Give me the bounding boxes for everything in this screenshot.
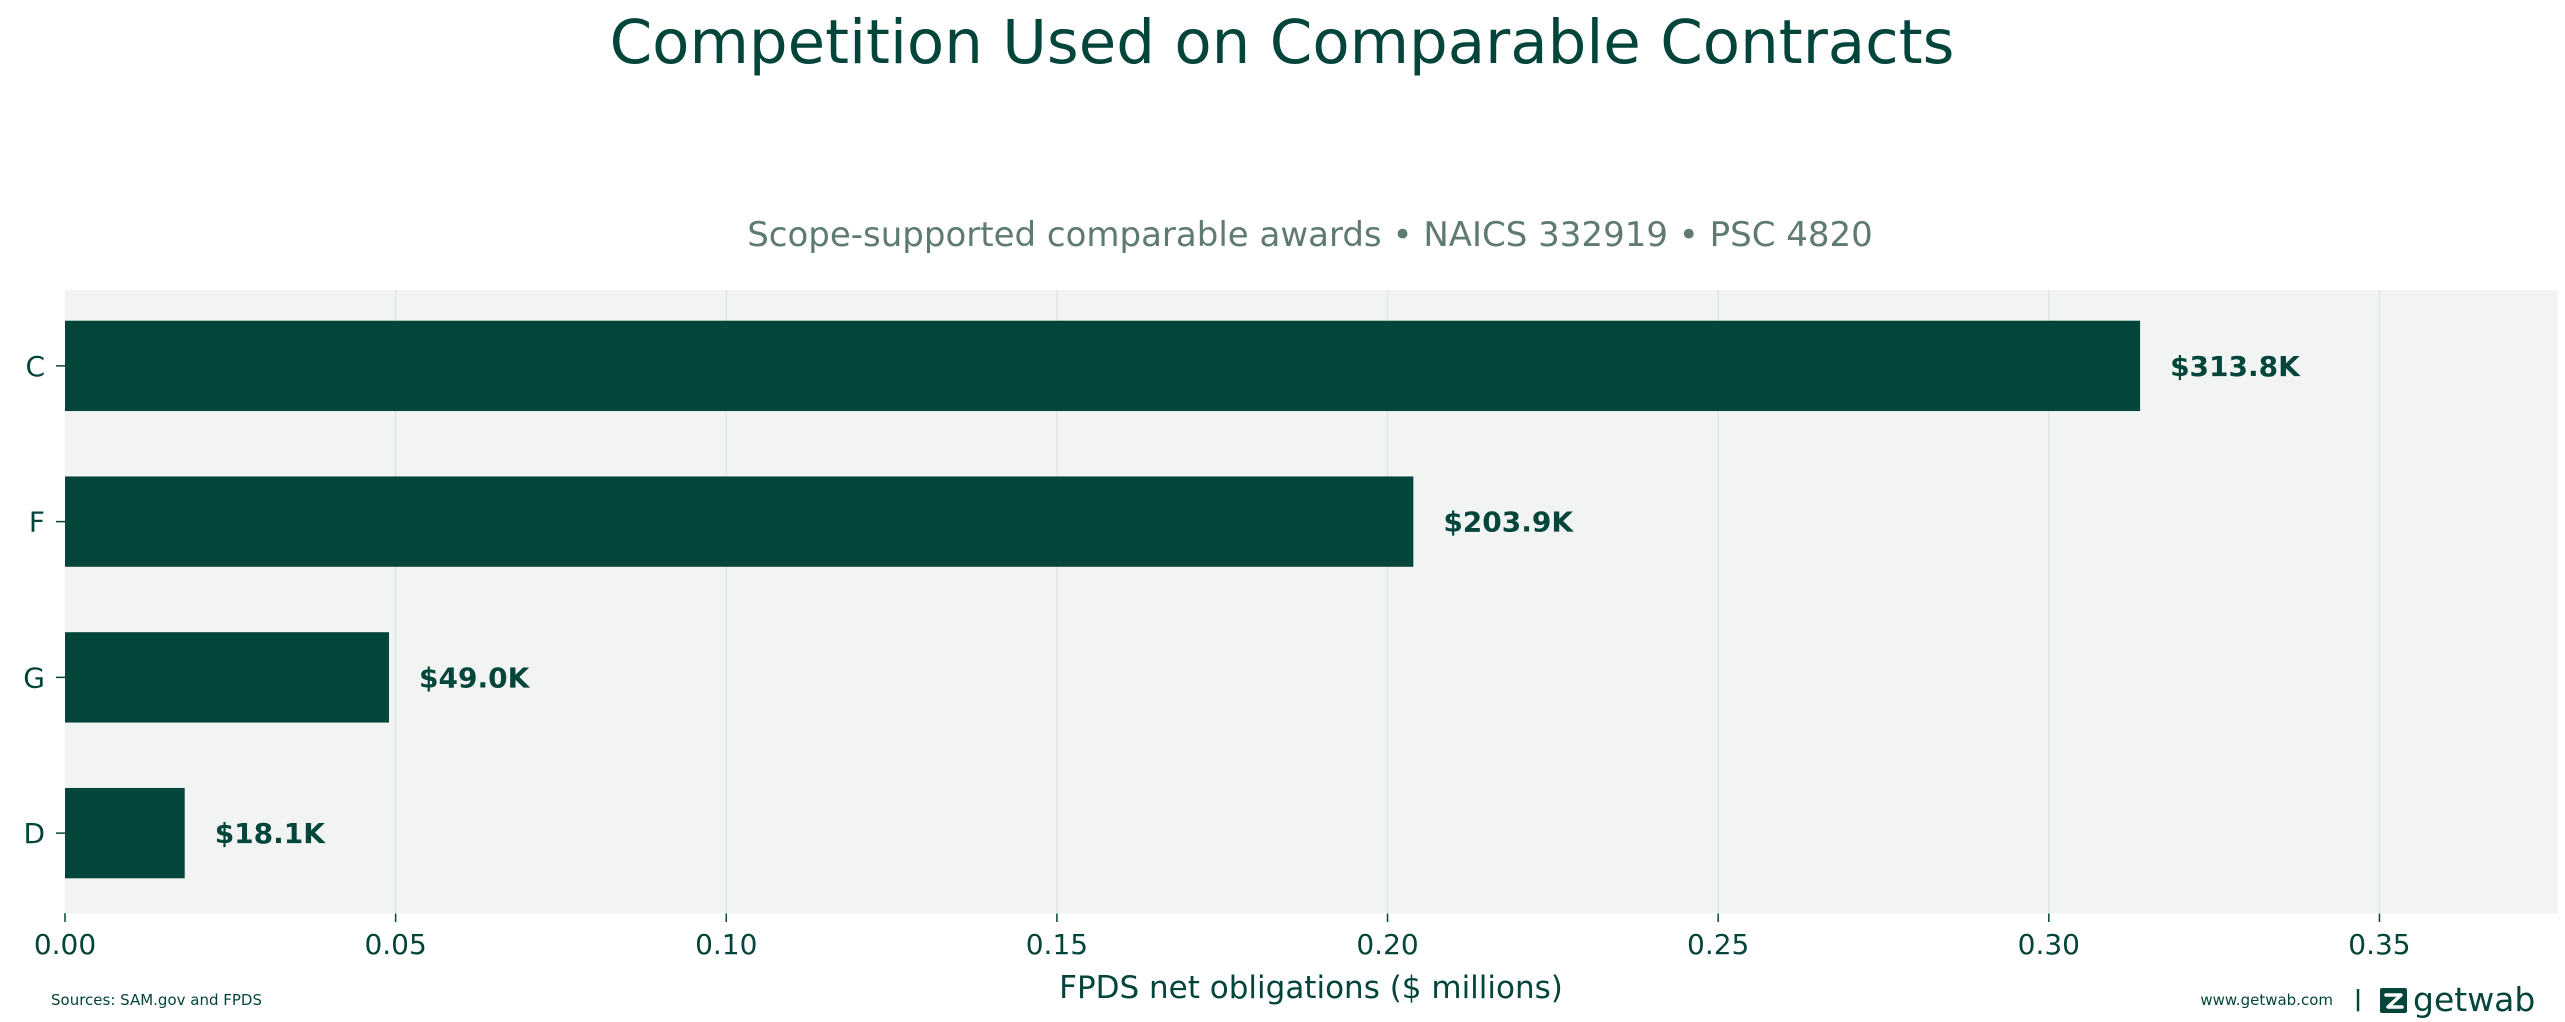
x-tick-label: 0.30 [2018,928,2080,961]
x-tick-label: 0.10 [695,928,757,961]
website-link[interactable]: www.getwab.com [2200,991,2333,1009]
x-tick-label: 0.20 [1356,928,1418,961]
brand-name: getwab [2413,980,2535,1019]
y-axis-ticks: C F G D [23,350,65,850]
chart-subtitle: Scope-supported comparable awards • NAIC… [747,215,1873,255]
getwab-logo-icon[interactable] [2380,988,2407,1013]
x-axis-ticks: 0.00 0.05 0.10 0.15 0.20 0.25 0.30 0.35 [34,912,2558,961]
bar-c [65,320,2141,412]
y-tick-label: F [29,506,45,539]
x-tick-label: 0.15 [1026,928,1088,961]
bar-f [65,476,1414,567]
x-tick-label: 0.00 [34,928,96,961]
footer-separator: | [2354,987,2362,1012]
source-note: Sources: SAM.gov and FPDS [51,991,262,1009]
bar-g [65,632,390,723]
x-tick-label: 0.35 [2348,928,2410,961]
bar-value-label: $49.0K [419,661,531,694]
y-tick-label: C [25,350,45,383]
x-tick-label: 0.25 [1687,928,1749,961]
data-labels: $313.8K $203.9K $49.0K $18.1K [215,350,2301,850]
bar-value-label: $313.8K [2170,350,2301,383]
bar-value-label: $203.9K [1443,506,1574,539]
bar-value-label: $18.1K [215,817,327,850]
bars [65,320,2141,879]
x-tick-label: 0.05 [364,928,426,961]
x-axis-label: FPDS net obligations ($ millions) [1059,970,1563,1006]
bar-d [65,787,185,879]
y-tick-label: D [23,817,45,850]
y-tick-label: G [23,661,45,694]
chart-title: Competition Used on Comparable Contracts [610,7,1955,78]
